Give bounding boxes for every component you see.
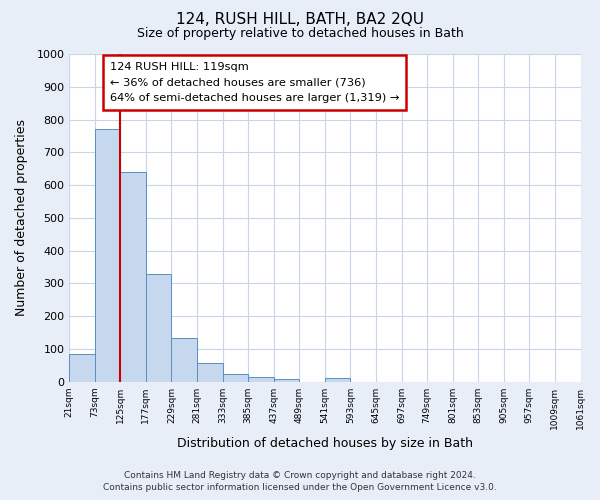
Bar: [197, 362, 223, 382]
Text: Size of property relative to detached houses in Bath: Size of property relative to detached ho…: [137, 28, 463, 40]
Bar: [248, 377, 274, 382]
Bar: [69, 354, 95, 382]
Text: 124, RUSH HILL, BATH, BA2 2QU: 124, RUSH HILL, BATH, BA2 2QU: [176, 12, 424, 28]
Bar: [274, 379, 299, 382]
Bar: [172, 338, 197, 382]
Bar: [95, 130, 121, 382]
X-axis label: Distribution of detached houses by size in Bath: Distribution of detached houses by size …: [177, 437, 473, 450]
Y-axis label: Number of detached properties: Number of detached properties: [15, 120, 28, 316]
Bar: [121, 172, 146, 382]
Text: 124 RUSH HILL: 119sqm
← 36% of detached houses are smaller (736)
64% of semi-det: 124 RUSH HILL: 119sqm ← 36% of detached …: [110, 62, 400, 104]
Text: Contains HM Land Registry data © Crown copyright and database right 2024.
Contai: Contains HM Land Registry data © Crown c…: [103, 471, 497, 492]
Bar: [325, 378, 350, 382]
Bar: [146, 274, 172, 382]
Bar: [223, 374, 248, 382]
